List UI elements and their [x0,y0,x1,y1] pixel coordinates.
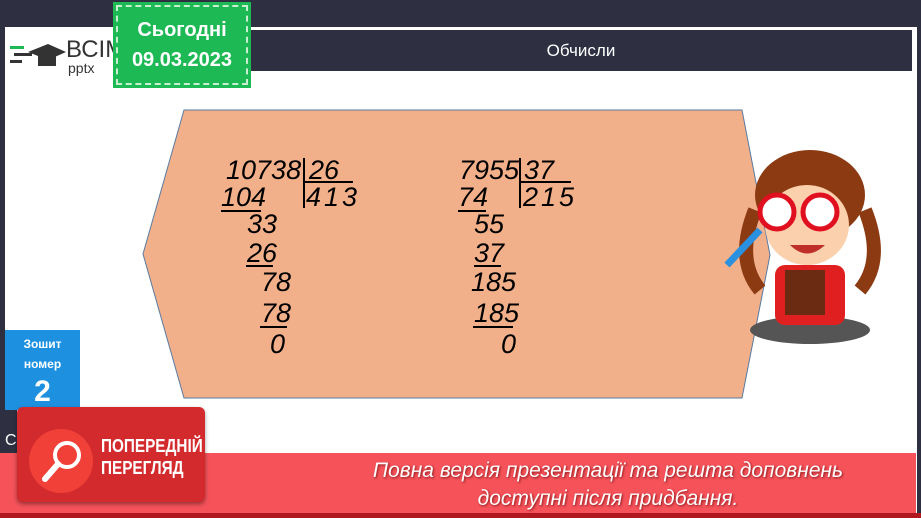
notebook-label: Зошит [23,337,62,351]
preview-button[interactable]: ПОПЕРЕДНІЙ ПЕРЕГЛЯД [17,407,205,502]
divisor-line [519,181,571,183]
underline [458,210,486,212]
step: 185 [471,267,517,297]
date-value: 09.03.2023 [131,49,233,71]
step: 26 [247,238,278,268]
step: 104 [221,182,267,212]
step: 0 [501,329,517,359]
underline [246,265,273,267]
step: 0 [270,329,286,359]
step: 74 [458,182,489,212]
dividend: 10738 [226,155,302,185]
underline [221,210,261,212]
banner-line-2: доступні після придбання. [477,487,739,510]
divisor: 37 [524,155,555,185]
slide-title-bar: Обчисли [250,30,912,71]
logo: ВСІМ pptx [10,36,125,78]
notebook-number: 2 [34,375,51,408]
divisor-line [303,181,353,183]
notebook-number-card: Зошит номер 2 [5,330,80,410]
preview-label-2: ПЕРЕГЛЯД [101,458,184,478]
underline [474,265,501,267]
logo-sub: pptx [68,60,95,76]
step: 33 [247,209,278,239]
notebook-label-2: номер [23,357,62,371]
girl-illustration [724,150,881,344]
side-letter-text: С [5,432,17,449]
step: 185 [474,298,520,328]
division-bar [303,158,305,208]
quotient: 215 [523,182,578,212]
graduation-cap-icon [10,44,66,66]
logo-brand: ВСІМ [66,36,126,63]
quotient: 413 [306,182,361,212]
step: 37 [474,238,505,268]
underline [260,326,287,328]
side-letter: С [5,410,17,455]
division-bar [519,158,521,208]
step: 78 [261,298,292,328]
slide-title: Обчисли [546,40,616,60]
step: 55 [474,209,505,239]
date-badge: Сьогодні 09.03.2023 [113,2,251,88]
dividend: 7955 [459,155,520,185]
preview-label-1: ПОПЕРЕДНІЙ [101,436,203,456]
magnifier-icon [29,429,93,493]
banner-line-1: Повна версія презентації та решта доповн… [372,459,844,482]
step: 78 [261,267,292,297]
underline [473,326,513,328]
divisor: 26 [309,155,340,185]
bottom-strip [0,513,921,518]
date-label: Сьогодні [137,19,227,41]
